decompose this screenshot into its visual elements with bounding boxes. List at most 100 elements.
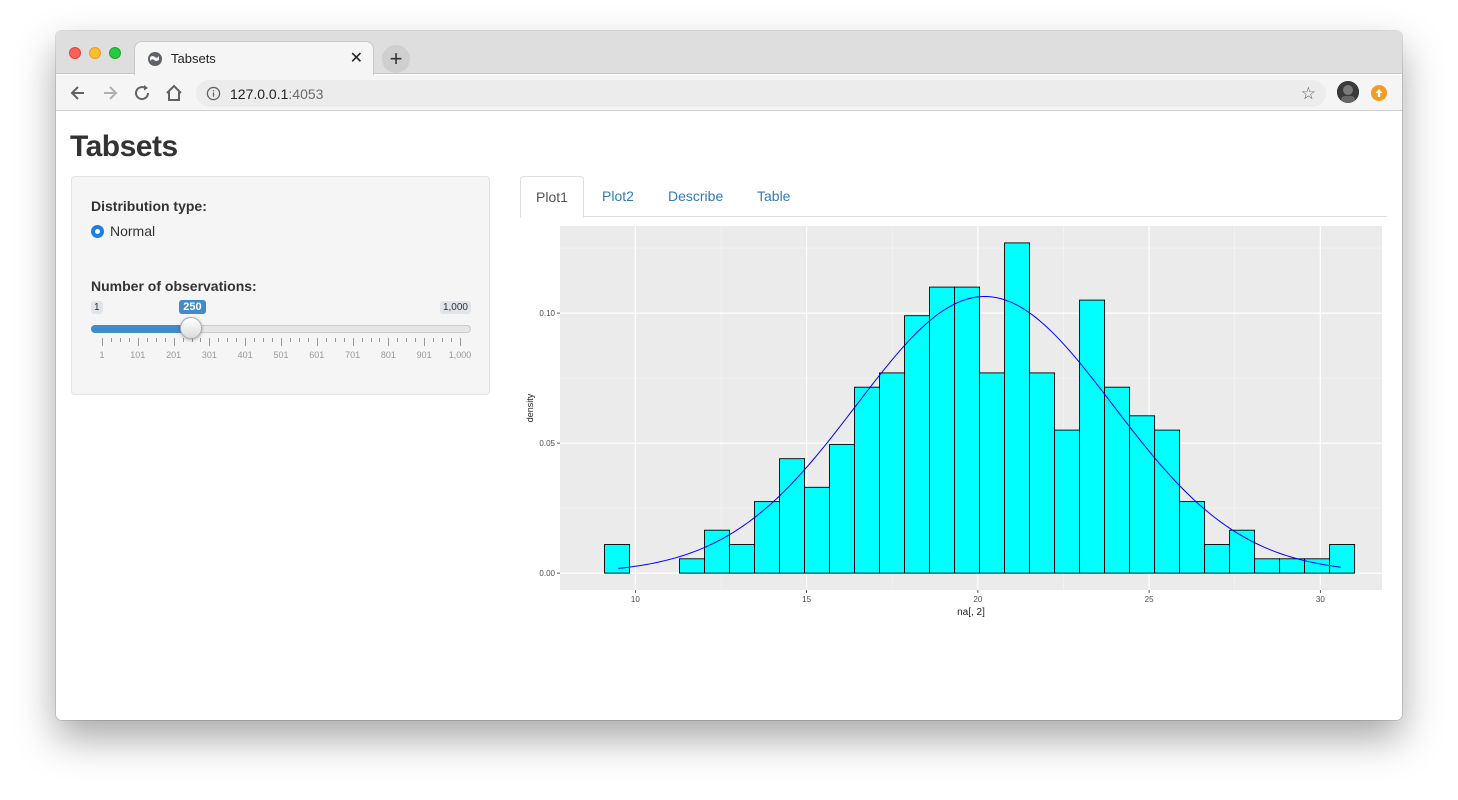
y-tick-label: 0.00	[539, 569, 555, 578]
slider-minor-tick	[451, 338, 453, 342]
url-port: :4053	[288, 86, 324, 102]
histogram-bar	[829, 443, 855, 574]
histogram-bar	[954, 286, 981, 574]
histogram-bar	[679, 558, 705, 574]
slider-minor-tick	[110, 338, 112, 342]
page-title: Tabsets	[70, 130, 178, 163]
slider-minor-tick	[442, 338, 444, 342]
globe-icon	[148, 52, 162, 66]
slider-minor-tick	[397, 338, 399, 342]
browser-tab[interactable]: Tabsets ✕	[134, 41, 374, 75]
y-axis-label: density	[525, 393, 535, 422]
radio-option-label: Normal	[110, 223, 156, 239]
slider-value-label: 250	[179, 300, 206, 314]
observations-slider[interactable]: 1 1,000 250 1 101 201 301 401 501 601 701 801 901…	[91, 297, 471, 377]
browser-toolbar: 127.0.0.1:4053 ☆	[56, 75, 1402, 111]
distribution-label: Distribution type:	[91, 198, 207, 214]
maximize-window-button[interactable]	[109, 47, 121, 59]
x-tick-label: 25	[1145, 595, 1154, 604]
tab-table[interactable]: Table	[757, 188, 791, 204]
slider-minor-tick	[325, 338, 327, 342]
slider-minor-tick	[307, 338, 309, 342]
radio-button-icon[interactable]	[91, 224, 104, 238]
x-tick-label: 20	[973, 595, 982, 604]
histogram-bar	[804, 486, 830, 574]
slider-major-tick	[137, 338, 139, 346]
sidebar-panel: Distribution type: Normal Number of obse…	[71, 176, 490, 395]
tab-plot2[interactable]: Plot2	[602, 188, 634, 204]
tabset: Plot1 Plot2 Describe Table	[520, 176, 1387, 218]
histogram-bar	[604, 544, 630, 574]
close-tab-icon[interactable]: ✕	[349, 50, 363, 67]
slider-minor-tick	[289, 338, 291, 342]
x-axis-label: na[, 2]	[957, 607, 985, 618]
histogram-bar	[854, 386, 881, 574]
url-text[interactable]: 127.0.0.1:4053	[230, 86, 323, 102]
page-content: Tabsets Distribution type: Normal Number…	[56, 112, 1402, 720]
slider-handle[interactable]	[180, 317, 203, 339]
url-host: 127.0.0.1	[230, 86, 289, 102]
tab-describe[interactable]: Describe	[668, 188, 724, 204]
slider-minor-tick	[379, 338, 381, 342]
slider-tick-label: 601	[309, 350, 325, 360]
histogram-bar	[1254, 558, 1281, 574]
radio-option-normal[interactable]: Normal	[91, 223, 155, 239]
slider-max-label: 1,000	[439, 301, 471, 314]
slider-major-tick	[281, 338, 282, 346]
histogram-bar	[779, 458, 805, 574]
reload-icon[interactable]	[132, 83, 152, 103]
update-icon[interactable]	[1371, 85, 1387, 101]
y-tick-label: 0.10	[539, 309, 555, 318]
browser-tab-title: Tabsets	[171, 51, 216, 66]
slider-minor-tick	[263, 338, 265, 342]
address-bar[interactable]: 127.0.0.1:4053 ☆	[196, 80, 1326, 107]
profile-avatar[interactable]	[1337, 81, 1359, 103]
histogram-bar	[929, 286, 956, 574]
density-curve	[618, 296, 1341, 569]
tab-plot1[interactable]: Plot1	[520, 176, 584, 218]
slider-minor-tick	[119, 338, 121, 342]
slider-minor-tick	[254, 338, 256, 342]
slider-major-tick	[209, 338, 211, 346]
histogram-bar	[1154, 429, 1181, 574]
slider-major-tick	[352, 338, 354, 346]
slider-major-tick	[102, 338, 103, 346]
close-window-button[interactable]	[69, 47, 81, 59]
slider-minor-tick	[128, 338, 130, 342]
minimize-window-button[interactable]	[89, 47, 101, 59]
slider-minor-tick	[361, 338, 363, 342]
slider-fill	[91, 325, 192, 333]
histogram-bar	[904, 315, 931, 574]
forward-icon[interactable]	[100, 83, 120, 103]
slider-tick-label: 701	[345, 350, 361, 360]
back-icon[interactable]	[68, 83, 88, 103]
slider-major-tick	[460, 338, 461, 346]
histogram-bar	[1004, 242, 1031, 574]
browser-window: Tabsets ✕ + 127.0.0.1:4053 ☆	[56, 31, 1402, 720]
histogram-bar	[1029, 372, 1056, 574]
histogram-bar	[729, 544, 755, 574]
slider-major-tick	[388, 338, 390, 346]
histogram-bar	[1104, 386, 1131, 574]
slider-tick-label: 901	[416, 350, 432, 360]
slider-tick-label: 401	[237, 350, 253, 360]
slider-minor-tick	[236, 338, 238, 342]
info-icon[interactable]	[206, 86, 221, 101]
slider-minor-tick	[191, 338, 193, 342]
slider-minor-tick	[227, 338, 229, 342]
bookmark-star-icon[interactable]: ☆	[1300, 84, 1316, 103]
slider-tick-label: 1	[99, 350, 105, 360]
slider-major-tick	[316, 338, 318, 346]
new-tab-button[interactable]: +	[382, 45, 410, 73]
slider-minor-tick	[433, 338, 435, 342]
histogram-bar	[754, 501, 780, 574]
slider-minor-tick	[272, 338, 274, 342]
y-tick-label: 0.05	[539, 439, 555, 448]
slider-minor-tick	[146, 338, 148, 342]
home-icon[interactable]	[164, 83, 184, 103]
slider-major-tick	[173, 338, 175, 346]
slider-minor-tick	[343, 338, 345, 342]
slider-tick-label: 801	[380, 350, 396, 360]
slider-minor-tick	[334, 338, 336, 342]
histogram-bar	[1179, 501, 1206, 574]
